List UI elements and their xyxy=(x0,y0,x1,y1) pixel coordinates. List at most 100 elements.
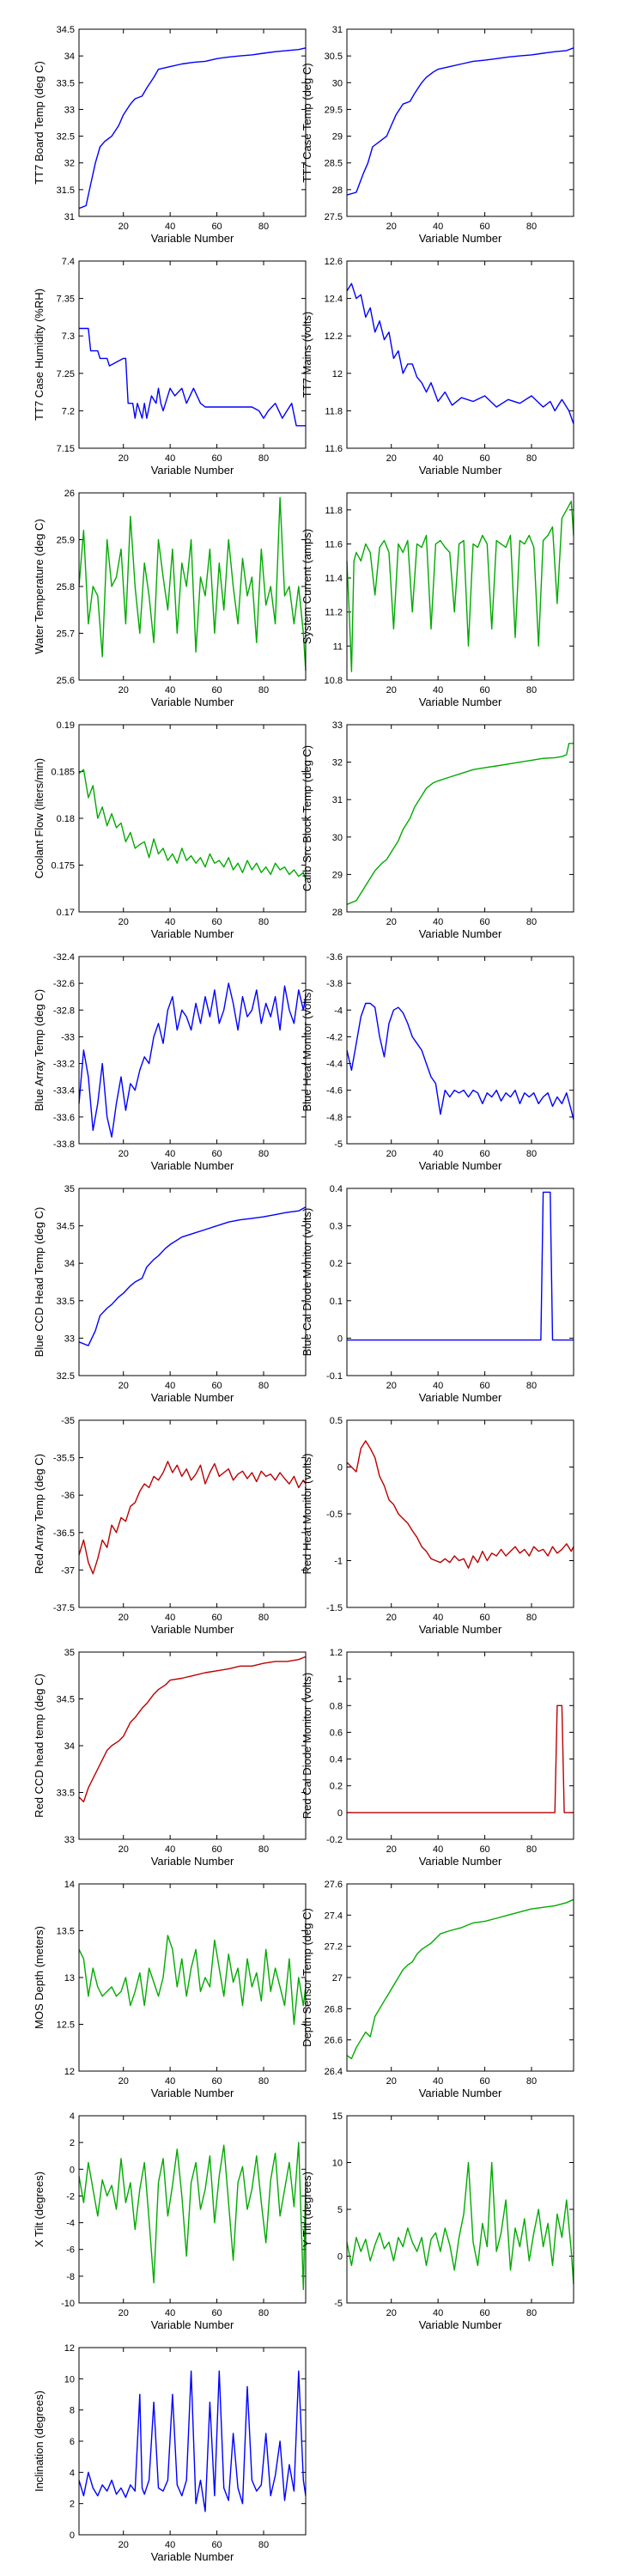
y-tick-label: 2 xyxy=(70,2138,75,2148)
axes-box xyxy=(346,1651,574,1840)
x-tick-label: 60 xyxy=(479,1613,489,1623)
axes-box xyxy=(78,724,307,913)
y-axis-label: TT7 Case Temp (deg C) xyxy=(301,63,313,182)
x-tick-label: 60 xyxy=(211,2076,222,2087)
x-tick-label: 20 xyxy=(386,222,397,232)
chart-panel: 33 33.5 34 34.5 35 20 40 60 80 Variable Number Red… xyxy=(33,1648,307,1868)
x-tick-label: 60 xyxy=(479,1844,489,1855)
series-line xyxy=(346,1002,574,1121)
x-tick-label: 20 xyxy=(118,2540,129,2550)
x-axis-label: Variable Number xyxy=(419,1159,502,1172)
y-tick-label: 34 xyxy=(64,1741,75,1752)
x-tick-label: 60 xyxy=(479,1381,489,1391)
y-axis-label: Red Heat Monitor (volts) xyxy=(301,1454,313,1575)
x-axis-label: Variable Number xyxy=(151,1159,234,1172)
y-tick-label: 31 xyxy=(64,212,75,222)
y-tick-label: 11.2 xyxy=(325,608,343,618)
y-tick-label: -6 xyxy=(66,2245,75,2256)
y-tick-label: 12 xyxy=(332,369,343,380)
y-tick-label: 29.5 xyxy=(325,105,343,115)
y-axis-label: System Current (amps) xyxy=(301,529,313,644)
y-tick-label: 30.5 xyxy=(325,52,343,62)
y-tick-label: 11.8 xyxy=(325,406,343,416)
y-tick-label: -4.6 xyxy=(326,1086,343,1097)
x-axis-label: Variable Number xyxy=(151,696,234,708)
chart-panel: 27.5 28 28.5 29 29.5 30 30.5 31 20 40 60 80 Variable… xyxy=(301,25,574,245)
y-axis-label: Depth Sensor Temp (deg C) xyxy=(301,1908,313,2047)
axes-box xyxy=(346,1188,574,1376)
x-tick-label: 60 xyxy=(479,917,489,927)
x-tick-label: 80 xyxy=(526,222,537,232)
x-axis-label: Variable Number xyxy=(151,927,234,940)
y-tick-label: -33 xyxy=(61,1032,75,1042)
x-tick-label: 60 xyxy=(479,222,489,232)
x-tick-label: 60 xyxy=(211,1149,222,1159)
axes-box xyxy=(346,1419,574,1608)
y-axis-label: Blue CCD Head Temp (deg C) xyxy=(33,1207,46,1358)
y-axis-label: MOS Depth (meters) xyxy=(33,1926,46,2029)
series-line xyxy=(347,1191,574,1341)
y-tick-label: 0.5 xyxy=(330,1416,343,1426)
y-tick-label: 34.5 xyxy=(57,25,75,35)
y-tick-label: 4 xyxy=(70,2111,75,2122)
y-tick-label: 0.19 xyxy=(57,720,75,731)
x-axis-label: Variable Number xyxy=(419,464,502,477)
y-tick-label: -3.6 xyxy=(326,952,343,963)
y-tick-label: -32.4 xyxy=(53,952,75,963)
y-tick-label: 33.5 xyxy=(57,1789,75,1799)
y-tick-label: 35 xyxy=(64,1648,75,1658)
y-tick-label: 25.8 xyxy=(57,582,75,592)
y-tick-label: 31.5 xyxy=(57,185,75,196)
chart-panel: -1.5 -1 -0.5 0 0.5 20 40 60 80 Variable Number Red… xyxy=(301,1416,574,1636)
axes-box xyxy=(346,260,574,449)
x-tick-label: 40 xyxy=(165,2308,175,2318)
x-tick-label: 80 xyxy=(526,1149,537,1159)
y-tick-label: -32.6 xyxy=(53,979,75,989)
x-tick-label: 40 xyxy=(165,685,175,696)
y-tick-label: 14 xyxy=(64,1880,75,1890)
y-tick-label: 0 xyxy=(70,2530,75,2541)
x-tick-label: 20 xyxy=(118,453,129,464)
y-tick-label: 35 xyxy=(64,1184,75,1194)
y-tick-label: 33 xyxy=(64,1835,75,1845)
chart-panel: 12 12.5 13 13.5 14 20 40 60 80 Variable Number MOS… xyxy=(33,1880,307,2099)
y-tick-label: 0.1 xyxy=(330,1297,343,1307)
y-axis-label: Red CCD head temp (deg C) xyxy=(33,1674,46,1818)
x-axis-label: Variable Number xyxy=(151,2550,234,2563)
x-tick-label: 80 xyxy=(258,222,269,232)
y-axis-label: Blue Heat Monitor (volts) xyxy=(301,988,313,1111)
x-tick-label: 80 xyxy=(526,2308,537,2318)
x-tick-label: 80 xyxy=(526,1613,537,1623)
series-line xyxy=(78,2142,307,2291)
series-line xyxy=(346,47,574,196)
y-tick-label: 12 xyxy=(64,2067,75,2077)
y-axis-label: Calib Src Block Temp (deg C) xyxy=(301,745,313,891)
axes-box xyxy=(346,28,574,217)
y-tick-label: 0.8 xyxy=(330,1701,343,1711)
y-tick-label: 34.5 xyxy=(57,1695,75,1705)
x-axis-label: Variable Number xyxy=(151,2087,234,2099)
x-tick-label: 20 xyxy=(386,1613,397,1623)
y-tick-label: 5 xyxy=(337,2205,343,2215)
x-tick-label: 60 xyxy=(211,453,222,464)
y-tick-label: -10 xyxy=(61,2299,75,2309)
y-tick-label: -5 xyxy=(334,2299,343,2309)
x-tick-label: 80 xyxy=(526,453,537,464)
y-axis-label: Blue Cal Diode Monitor (volts) xyxy=(301,1208,313,1357)
y-tick-label: 13 xyxy=(64,1973,75,1984)
y-tick-label: 10 xyxy=(332,2159,343,2169)
y-tick-label: -1 xyxy=(334,1557,343,1567)
x-axis-label: Variable Number xyxy=(419,696,502,708)
y-tick-label: -37.5 xyxy=(53,1603,75,1613)
y-tick-label: -4.2 xyxy=(326,1032,343,1042)
y-tick-label: 11.6 xyxy=(325,444,343,454)
y-tick-label: -33.6 xyxy=(53,1113,75,1123)
y-tick-label: 33 xyxy=(332,720,343,731)
y-tick-label: 7.4 xyxy=(62,257,75,267)
x-tick-label: 40 xyxy=(433,453,443,464)
axes-box xyxy=(346,1883,574,2072)
x-tick-label: 40 xyxy=(433,917,443,927)
x-tick-label: 80 xyxy=(526,1844,537,1855)
y-tick-label: 0 xyxy=(337,2252,343,2263)
y-tick-label: 7.25 xyxy=(57,369,75,380)
